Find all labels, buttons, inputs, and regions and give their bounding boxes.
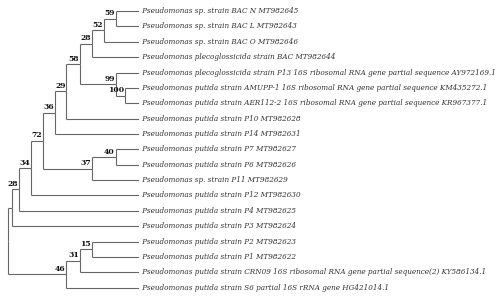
Text: Pseudomonas putida strain P4 MT982625: Pseudomonas putida strain P4 MT982625 bbox=[140, 207, 296, 215]
Text: Pseudomonas sp. strain P11 MT982629: Pseudomonas sp. strain P11 MT982629 bbox=[140, 176, 288, 184]
Text: 15: 15 bbox=[80, 240, 91, 248]
Text: Pseudomonas putida strain S6 partial 16S rRNA gene HG421014.1: Pseudomonas putida strain S6 partial 16S… bbox=[140, 284, 389, 292]
Text: Pseudomonas putida strain P7 MT982627: Pseudomonas putida strain P7 MT982627 bbox=[140, 145, 296, 153]
Text: Pseudomonas sp. strain BAC N MT982645: Pseudomonas sp. strain BAC N MT982645 bbox=[140, 7, 298, 15]
Text: Pseudomonas putida strain AMUPP-1 16S ribosomal RNA gene partial sequence KM4352: Pseudomonas putida strain AMUPP-1 16S ri… bbox=[140, 84, 488, 92]
Text: 28: 28 bbox=[8, 180, 18, 188]
Text: 46: 46 bbox=[55, 265, 66, 273]
Text: Pseudomonas sp. strain BAC O MT982646: Pseudomonas sp. strain BAC O MT982646 bbox=[140, 38, 298, 46]
Text: 31: 31 bbox=[68, 251, 79, 259]
Text: 28: 28 bbox=[80, 34, 91, 42]
Text: Pseudomonas plecoglossicida strain BAC MT982644: Pseudomonas plecoglossicida strain BAC M… bbox=[140, 53, 336, 61]
Text: 72: 72 bbox=[31, 131, 42, 139]
Text: Pseudomonas putida strain P3 MT982624: Pseudomonas putida strain P3 MT982624 bbox=[140, 222, 296, 230]
Text: Pseudomonas putida strain P10 MT982628: Pseudomonas putida strain P10 MT982628 bbox=[140, 115, 301, 123]
Text: Pseudomonas sp. strain BAC L MT982643: Pseudomonas sp. strain BAC L MT982643 bbox=[140, 22, 297, 30]
Text: 29: 29 bbox=[55, 82, 66, 90]
Text: Pseudomonas putida strain P1 MT982622: Pseudomonas putida strain P1 MT982622 bbox=[140, 253, 296, 261]
Text: 36: 36 bbox=[43, 103, 54, 111]
Text: Pseudomonas plecoglossicida strain P13 16S ribosomal RNA gene partial sequence A: Pseudomonas plecoglossicida strain P13 1… bbox=[140, 69, 496, 77]
Text: Pseudomonas putida strain P6 MT982626: Pseudomonas putida strain P6 MT982626 bbox=[140, 161, 296, 169]
Text: Pseudomonas putida strain P2 MT982623: Pseudomonas putida strain P2 MT982623 bbox=[140, 238, 296, 246]
Text: 37: 37 bbox=[80, 159, 91, 167]
Text: Pseudomonas putida strain P12 MT982630: Pseudomonas putida strain P12 MT982630 bbox=[140, 192, 301, 200]
Text: Pseudomonas putida strain CRN09 16S ribosomal RNA gene partial sequence(2) KY586: Pseudomonas putida strain CRN09 16S ribo… bbox=[140, 268, 486, 276]
Text: 58: 58 bbox=[68, 54, 79, 62]
Text: 52: 52 bbox=[92, 21, 103, 29]
Text: 100: 100 bbox=[108, 86, 124, 94]
Text: 34: 34 bbox=[19, 159, 30, 167]
Text: Pseudomonas putida strain AER112-2 16S ribosomal RNA gene partial sequence KR967: Pseudomonas putida strain AER112-2 16S r… bbox=[140, 99, 488, 107]
Text: 59: 59 bbox=[104, 9, 115, 17]
Text: Pseudomonas putida strain P14 MT982631: Pseudomonas putida strain P14 MT982631 bbox=[140, 130, 301, 138]
Text: 40: 40 bbox=[104, 148, 115, 156]
Text: 99: 99 bbox=[104, 75, 115, 83]
